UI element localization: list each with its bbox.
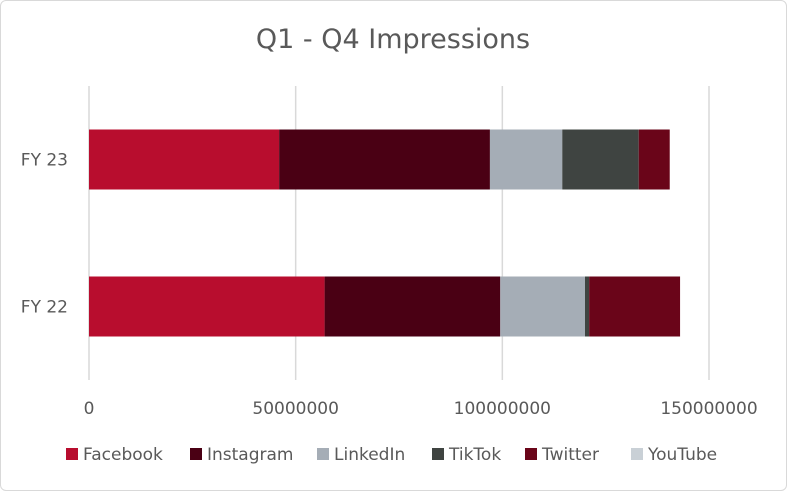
bar-fy-22-tiktok (585, 276, 590, 337)
legend-label-linkedin: LinkedIn (334, 445, 405, 465)
x-tick-label: 0 (84, 399, 95, 419)
legend-swatch-youtube (631, 448, 643, 460)
legend: Facebook Instagram LinkedIn TikTok Twitter Yo… (66, 445, 717, 465)
bar-fy-22-linkedin (500, 276, 585, 337)
legend-label-tiktok: TikTok (448, 445, 501, 465)
legend-label-youtube: YouTube (647, 445, 717, 465)
category-label: FY 23 (21, 151, 68, 171)
legend-label-twitter: Twitter (541, 445, 599, 465)
bar-fy-23-linkedin (489, 129, 563, 190)
bar-fy-23-facebook (89, 129, 280, 190)
legend-label-instagram: Instagram (207, 445, 294, 465)
legend-swatch-instagram (190, 448, 202, 460)
bar-fy-22-instagram (324, 276, 501, 337)
x-tick-label: 150000000 (660, 399, 757, 419)
legend-swatch-linkedin (317, 448, 329, 460)
legend-swatch-twitter (525, 448, 537, 460)
legend-swatch-facebook (66, 448, 78, 460)
bar-fy-22-facebook (89, 276, 325, 337)
legend-swatch-tiktok (432, 448, 444, 460)
x-axis-tick-labels: 0 50000000 100000000 150000000 (84, 399, 758, 419)
bars (89, 129, 681, 337)
bar-fy-22-twitter (589, 276, 681, 337)
x-tick-label: 100000000 (454, 399, 551, 419)
bar-fy-23-instagram (279, 129, 490, 190)
category-label: FY 22 (21, 298, 68, 318)
category-labels: FY 23 FY 22 (21, 151, 68, 318)
chart-title: Q1 - Q4 Impressions (256, 24, 530, 55)
legend-label-facebook: Facebook (83, 445, 163, 465)
x-tick-label: 50000000 (252, 399, 339, 419)
bar-fy-23-tiktok (562, 129, 639, 190)
bar-fy-23-twitter (638, 129, 670, 190)
